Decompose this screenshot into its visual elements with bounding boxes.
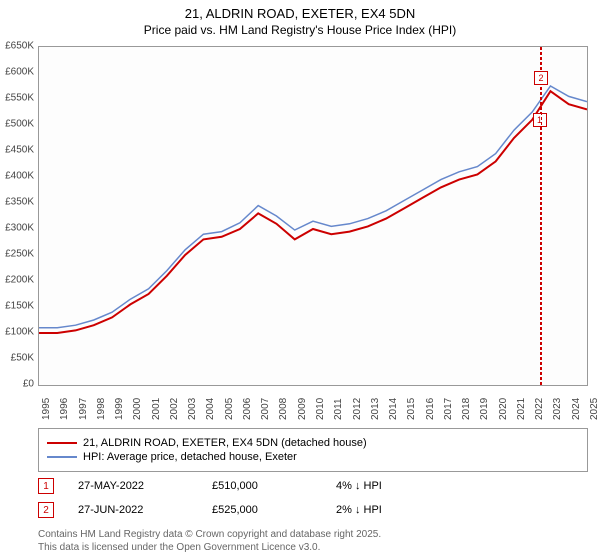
y-tick-label: £550K bbox=[5, 93, 34, 104]
x-tick-label: 2015 bbox=[406, 398, 417, 420]
x-tick-label: 2005 bbox=[224, 398, 235, 420]
marker-badge: 1 bbox=[533, 113, 547, 127]
footer-copyright: Contains HM Land Registry data © Crown c… bbox=[38, 528, 381, 541]
plot-area: 12 bbox=[38, 46, 588, 386]
transaction-price: £525,000 bbox=[212, 504, 312, 516]
y-tick-label: £200K bbox=[5, 275, 34, 286]
x-tick-label: 2000 bbox=[132, 398, 143, 420]
legend-label: HPI: Average price, detached house, Exet… bbox=[83, 451, 297, 463]
y-tick-label: £650K bbox=[5, 41, 34, 52]
x-tick-label: 2002 bbox=[169, 398, 180, 420]
transaction-date: 27-MAY-2022 bbox=[78, 480, 188, 492]
transaction-diff: 2% ↓ HPI bbox=[336, 504, 382, 516]
y-tick-label: £500K bbox=[5, 119, 34, 130]
x-tick-label: 2017 bbox=[443, 398, 454, 420]
legend-swatch bbox=[47, 442, 77, 444]
transaction-row: 1 27-MAY-2022 £510,000 4% ↓ HPI bbox=[38, 474, 588, 498]
y-tick-label: £350K bbox=[5, 197, 34, 208]
x-tick-label: 2021 bbox=[516, 398, 527, 420]
x-tick-label: 2025 bbox=[589, 398, 600, 420]
x-tick-label: 2013 bbox=[370, 398, 381, 420]
x-tick-label: 2016 bbox=[425, 398, 436, 420]
transaction-badge: 2 bbox=[38, 502, 54, 518]
transaction-list: 1 27-MAY-2022 £510,000 4% ↓ HPI 2 27-JUN-2022… bbox=[38, 474, 588, 522]
y-tick-label: £50K bbox=[11, 353, 34, 364]
x-tick-label: 1995 bbox=[41, 398, 52, 420]
y-tick-label: £100K bbox=[5, 327, 34, 338]
marker-guide-line bbox=[541, 47, 542, 385]
transaction-diff: 4% ↓ HPI bbox=[336, 480, 382, 492]
x-tick-label: 2007 bbox=[260, 398, 271, 420]
x-tick-label: 1999 bbox=[114, 398, 125, 420]
y-tick-label: £0 bbox=[23, 379, 34, 390]
x-tick-label: 2020 bbox=[498, 398, 509, 420]
x-tick-label: 2011 bbox=[333, 398, 344, 420]
x-axis-labels: 1995 1996 1997 1998 1999 2000 2001 2002 2003 2004… bbox=[38, 390, 588, 430]
legend-label: 21, ALDRIN ROAD, EXETER, EX4 5DN (detach… bbox=[83, 437, 367, 449]
chart-svg bbox=[39, 47, 587, 385]
transaction-row: 2 27-JUN-2022 £525,000 2% ↓ HPI bbox=[38, 498, 588, 522]
x-tick-label: 2003 bbox=[187, 398, 198, 420]
x-tick-label: 2024 bbox=[571, 398, 582, 420]
legend-item: 21, ALDRIN ROAD, EXETER, EX4 5DN (detach… bbox=[47, 437, 579, 449]
x-tick-label: 2023 bbox=[552, 398, 563, 420]
y-tick-label: £150K bbox=[5, 301, 34, 312]
transaction-date: 27-JUN-2022 bbox=[78, 504, 188, 516]
chart-title: 21, ALDRIN ROAD, EXETER, EX4 5DN bbox=[0, 0, 600, 23]
x-tick-label: 2009 bbox=[297, 398, 308, 420]
series-line bbox=[39, 91, 587, 333]
x-tick-label: 2018 bbox=[461, 398, 472, 420]
x-tick-label: 1998 bbox=[96, 398, 107, 420]
y-tick-label: £600K bbox=[5, 67, 34, 78]
y-tick-label: £400K bbox=[5, 171, 34, 182]
y-tick-label: £450K bbox=[5, 145, 34, 156]
x-tick-label: 1996 bbox=[59, 398, 70, 420]
x-tick-label: 1997 bbox=[78, 398, 89, 420]
marker-badge: 2 bbox=[534, 71, 548, 85]
transaction-badge: 1 bbox=[38, 478, 54, 494]
x-tick-label: 2014 bbox=[388, 398, 399, 420]
x-tick-label: 2019 bbox=[479, 398, 490, 420]
legend: 21, ALDRIN ROAD, EXETER, EX4 5DN (detach… bbox=[38, 428, 588, 472]
x-tick-label: 2010 bbox=[315, 398, 326, 420]
y-tick-label: £300K bbox=[5, 223, 34, 234]
legend-swatch bbox=[47, 456, 77, 458]
legend-item: HPI: Average price, detached house, Exet… bbox=[47, 451, 579, 463]
transaction-price: £510,000 bbox=[212, 480, 312, 492]
y-axis-labels: £0£50K£100K£150K£200K£250K£300K£350K£400… bbox=[0, 46, 36, 386]
x-tick-label: 2004 bbox=[205, 398, 216, 420]
footer: Contains HM Land Registry data © Crown c… bbox=[38, 528, 381, 554]
chart-subtitle: Price paid vs. HM Land Registry's House … bbox=[0, 23, 600, 39]
footer-licence: This data is licensed under the Open Gov… bbox=[38, 541, 381, 554]
y-tick-label: £250K bbox=[5, 249, 34, 260]
x-tick-label: 2001 bbox=[151, 398, 162, 420]
x-tick-label: 2006 bbox=[242, 398, 253, 420]
x-tick-label: 2008 bbox=[278, 398, 289, 420]
series-line bbox=[39, 86, 587, 328]
x-tick-label: 2022 bbox=[534, 398, 545, 420]
x-tick-label: 2012 bbox=[352, 398, 363, 420]
